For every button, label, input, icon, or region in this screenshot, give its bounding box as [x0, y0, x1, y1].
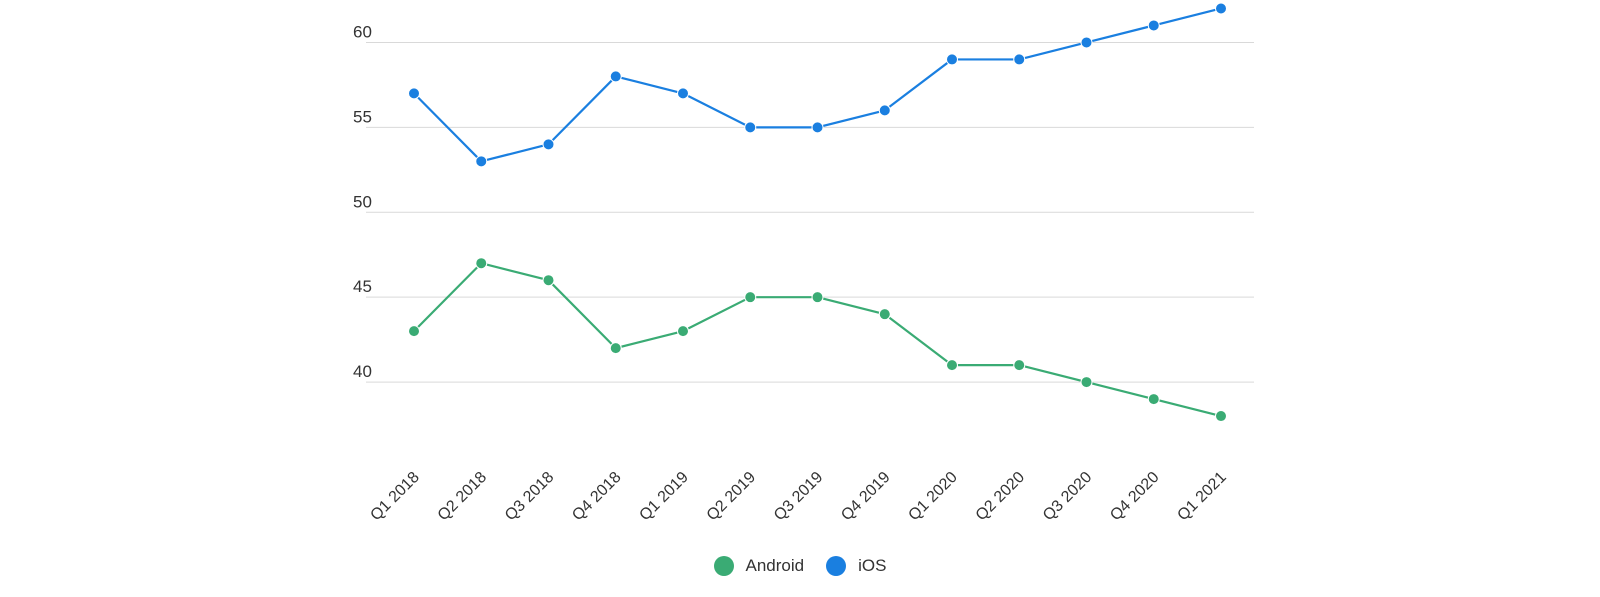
x-tick-label: Q3 2020 [1040, 469, 1095, 524]
data-point-android[interactable] [677, 325, 689, 338]
x-tick-label: Q1 2019 [636, 469, 691, 524]
data-point-ios[interactable] [1215, 2, 1227, 15]
data-point-ios[interactable] [878, 104, 891, 117]
data-point-android[interactable] [744, 291, 757, 304]
x-axis-ticks: Q1 2018 Q2 2018 Q3 2018 Q4 2018 Q1 2019 Q2 20… [367, 469, 1229, 524]
x-tick-label: Q4 2019 [838, 469, 893, 524]
data-point-android[interactable] [1215, 410, 1227, 423]
data-point-android[interactable] [1013, 359, 1026, 372]
x-tick-label: Q3 2019 [771, 469, 826, 524]
x-tick-label: Q2 2019 [704, 469, 759, 524]
data-point-ios[interactable] [1147, 19, 1160, 32]
data-point-android[interactable] [946, 359, 958, 372]
data-point-ios[interactable] [609, 70, 622, 83]
y-tick-label: 40 [353, 362, 372, 381]
legend-swatch-android [713, 556, 734, 576]
x-tick-label: Q1 2018 [367, 469, 422, 524]
legend-item-ios[interactable]: iOS [826, 556, 886, 576]
data-point-android[interactable] [609, 342, 622, 355]
data-point-android[interactable] [1147, 393, 1160, 406]
data-point-ios[interactable] [475, 155, 488, 168]
data-point-ios[interactable] [408, 87, 420, 100]
data-point-ios[interactable] [811, 121, 824, 134]
grid-lines [366, 41, 1254, 383]
y-tick-label: 55 [353, 107, 372, 126]
x-tick-label: Q4 2020 [1107, 469, 1162, 524]
x-tick-label: Q2 2018 [435, 469, 490, 524]
data-point-ios[interactable] [677, 87, 689, 100]
legend: Android iOS [0, 556, 1600, 576]
data-point-android[interactable] [542, 274, 555, 287]
x-tick-label: Q1 2021 [1174, 469, 1229, 524]
y-tick-label: 45 [353, 277, 372, 296]
data-point-ios[interactable] [1013, 53, 1026, 66]
x-tick-label: Q4 2018 [569, 469, 624, 524]
data-point-ios[interactable] [1080, 36, 1093, 49]
y-axis-ticks: 40 45 50 55 60 [353, 22, 372, 381]
legend-label-ios: iOS [858, 556, 887, 575]
data-point-android[interactable] [408, 325, 420, 338]
y-tick-label: 60 [353, 22, 372, 41]
x-tick-label: Q3 2018 [502, 469, 557, 524]
data-point-android[interactable] [1080, 376, 1093, 389]
data-point-ios[interactable] [946, 53, 958, 66]
series-line-android [413, 262, 1222, 418]
legend-label-android: Android [745, 556, 805, 575]
legend-swatch-ios [826, 556, 847, 576]
series-android [408, 257, 1227, 423]
data-point-android[interactable] [475, 257, 488, 270]
data-point-android[interactable] [811, 291, 824, 304]
data-point-android[interactable] [878, 308, 891, 321]
series-line-ios [413, 7, 1222, 163]
x-tick-label: Q2 2020 [973, 469, 1028, 524]
data-point-ios[interactable] [542, 138, 555, 151]
y-tick-label: 50 [353, 192, 372, 211]
data-point-ios[interactable] [744, 121, 757, 134]
x-tick-label: Q1 2020 [905, 469, 960, 524]
series-group [408, 2, 1227, 423]
series-ios [408, 2, 1227, 168]
legend-item-android[interactable]: Android [713, 556, 805, 576]
